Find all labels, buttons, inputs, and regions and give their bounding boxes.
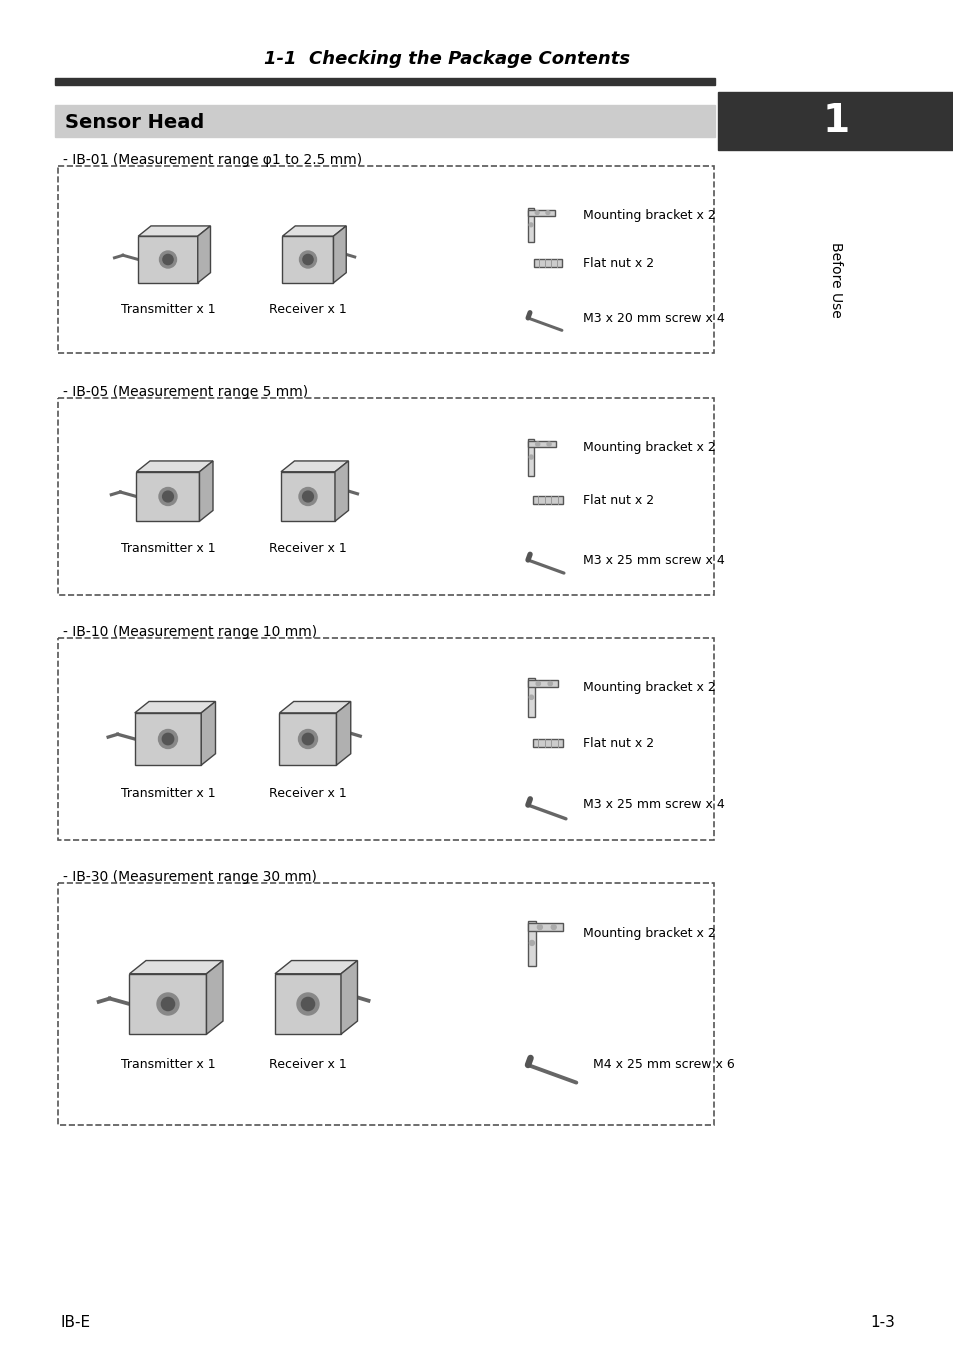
- Polygon shape: [281, 461, 348, 472]
- Circle shape: [529, 456, 533, 460]
- Polygon shape: [197, 226, 211, 283]
- Text: 1: 1: [821, 101, 849, 141]
- Bar: [527, 439, 534, 476]
- Text: IB-E: IB-E: [60, 1315, 90, 1330]
- Bar: [58, 883, 713, 1125]
- Polygon shape: [336, 702, 351, 765]
- Circle shape: [162, 733, 173, 745]
- Bar: [58, 397, 713, 595]
- Text: Before Use: Before Use: [828, 242, 842, 318]
- Bar: [279, 713, 336, 765]
- Circle shape: [298, 488, 316, 506]
- Text: Mounting bracket x 2: Mounting bracket x 2: [582, 926, 715, 940]
- Text: Transmitter x 1: Transmitter x 1: [121, 542, 215, 556]
- Bar: [58, 166, 713, 353]
- Bar: [533, 496, 562, 504]
- Circle shape: [302, 733, 314, 745]
- Circle shape: [157, 992, 179, 1015]
- Text: 1-1  Checking the Package Contents: 1-1 Checking the Package Contents: [264, 50, 629, 68]
- Bar: [136, 472, 199, 522]
- Text: Sensor Head: Sensor Head: [65, 112, 204, 131]
- Text: 1-3: 1-3: [869, 1315, 894, 1330]
- Text: Receiver x 1: Receiver x 1: [269, 303, 347, 316]
- Text: Transmitter x 1: Transmitter x 1: [121, 787, 215, 800]
- Bar: [55, 105, 714, 137]
- Text: - IB-01 (Measurement range φ1 to 2.5 mm): - IB-01 (Measurement range φ1 to 2.5 mm): [63, 153, 362, 168]
- Bar: [527, 921, 536, 965]
- Text: M4 x 25 mm screw x 6: M4 x 25 mm screw x 6: [593, 1059, 734, 1072]
- Text: M3 x 25 mm screw x 4: M3 x 25 mm screw x 4: [582, 799, 724, 811]
- Polygon shape: [340, 960, 357, 1034]
- Text: Receiver x 1: Receiver x 1: [269, 542, 347, 556]
- Text: - IB-30 (Measurement range 30 mm): - IB-30 (Measurement range 30 mm): [63, 869, 316, 884]
- Polygon shape: [138, 226, 211, 237]
- Bar: [532, 738, 563, 748]
- Circle shape: [545, 211, 549, 215]
- Circle shape: [303, 254, 313, 265]
- Bar: [527, 680, 558, 687]
- Polygon shape: [335, 461, 348, 522]
- Bar: [274, 973, 340, 1034]
- Text: Flat nut x 2: Flat nut x 2: [582, 493, 654, 507]
- Text: Mounting bracket x 2: Mounting bracket x 2: [582, 442, 715, 454]
- Text: Receiver x 1: Receiver x 1: [269, 787, 347, 800]
- Circle shape: [529, 695, 533, 699]
- Text: Flat nut x 2: Flat nut x 2: [582, 737, 654, 749]
- Circle shape: [535, 211, 538, 215]
- Polygon shape: [279, 702, 351, 713]
- Text: Receiver x 1: Receiver x 1: [269, 1059, 347, 1071]
- Text: M3 x 20 mm screw x 4: M3 x 20 mm screw x 4: [582, 311, 724, 324]
- Polygon shape: [130, 960, 223, 973]
- Circle shape: [299, 251, 316, 268]
- Circle shape: [159, 488, 177, 506]
- Circle shape: [161, 998, 174, 1010]
- Bar: [134, 713, 201, 765]
- Circle shape: [551, 925, 556, 930]
- Circle shape: [301, 998, 314, 1010]
- Bar: [282, 237, 334, 283]
- Bar: [527, 208, 534, 242]
- Text: Mounting bracket x 2: Mounting bracket x 2: [582, 210, 715, 223]
- Text: - IB-10 (Measurement range 10 mm): - IB-10 (Measurement range 10 mm): [63, 625, 316, 639]
- Circle shape: [548, 681, 552, 685]
- Circle shape: [302, 491, 314, 502]
- Polygon shape: [282, 226, 346, 237]
- Bar: [138, 237, 197, 283]
- Polygon shape: [206, 960, 223, 1034]
- Bar: [55, 78, 714, 85]
- Bar: [130, 973, 206, 1034]
- Circle shape: [162, 491, 173, 502]
- Bar: [534, 260, 561, 268]
- Polygon shape: [136, 461, 213, 472]
- Circle shape: [159, 251, 176, 268]
- Polygon shape: [274, 960, 357, 973]
- Circle shape: [158, 730, 177, 749]
- Polygon shape: [334, 226, 346, 283]
- Polygon shape: [201, 702, 215, 765]
- Bar: [527, 210, 555, 216]
- Circle shape: [536, 442, 539, 446]
- Text: Transmitter x 1: Transmitter x 1: [121, 303, 215, 316]
- Bar: [527, 441, 556, 448]
- Bar: [281, 472, 335, 522]
- Bar: [718, 92, 953, 150]
- Circle shape: [529, 941, 534, 945]
- Circle shape: [546, 442, 551, 446]
- Bar: [527, 679, 535, 717]
- Circle shape: [529, 223, 533, 227]
- Text: Flat nut x 2: Flat nut x 2: [582, 257, 654, 270]
- Polygon shape: [199, 461, 213, 522]
- Circle shape: [537, 925, 542, 930]
- Text: - IB-05 (Measurement range 5 mm): - IB-05 (Measurement range 5 mm): [63, 385, 308, 399]
- Bar: [58, 638, 713, 840]
- Text: Transmitter x 1: Transmitter x 1: [121, 1059, 215, 1071]
- Circle shape: [296, 992, 318, 1015]
- Text: M3 x 25 mm screw x 4: M3 x 25 mm screw x 4: [582, 553, 724, 566]
- Circle shape: [536, 681, 539, 685]
- Bar: [527, 923, 562, 932]
- Text: Mounting bracket x 2: Mounting bracket x 2: [582, 681, 715, 695]
- Polygon shape: [134, 702, 215, 713]
- Circle shape: [298, 730, 317, 749]
- Circle shape: [163, 254, 172, 265]
